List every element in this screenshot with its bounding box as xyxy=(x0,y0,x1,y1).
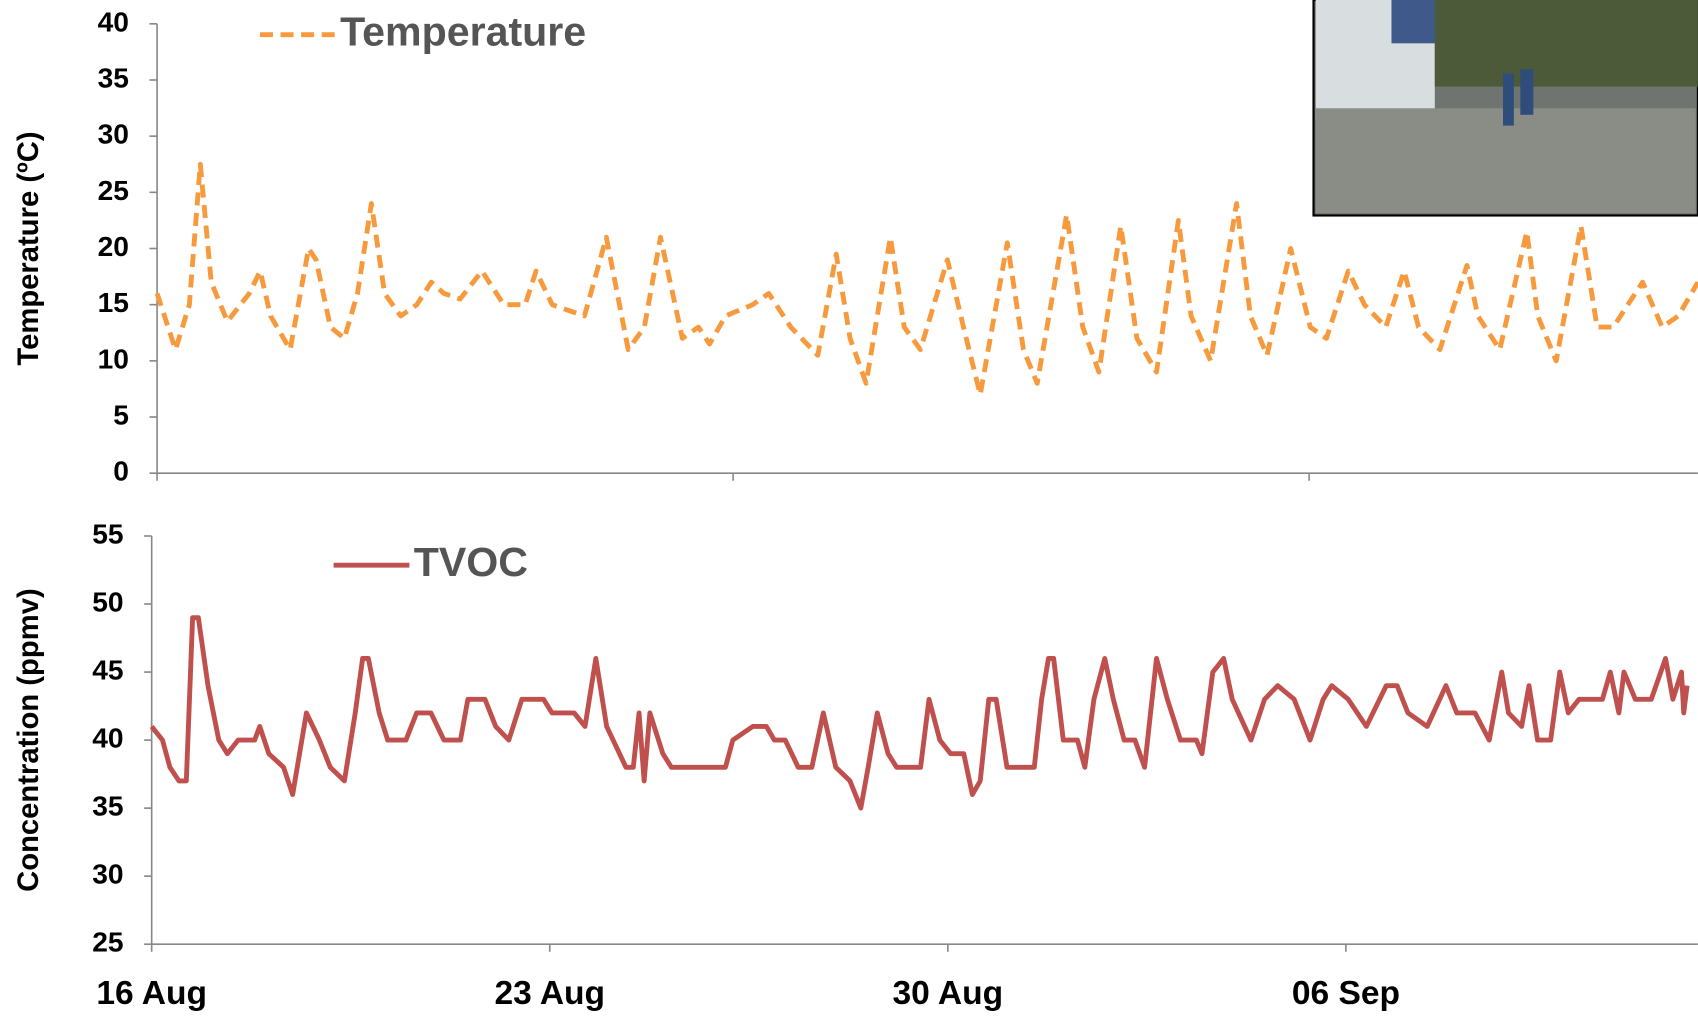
y-tick-label: 25 xyxy=(98,175,129,206)
y-tick-label: 40 xyxy=(98,6,129,37)
y-tick-label: 25 xyxy=(92,927,123,958)
y-tick-label: 40 xyxy=(92,723,123,754)
y-tick-label: 55 xyxy=(92,518,123,549)
y-tick-label: 30 xyxy=(98,119,129,150)
data-line xyxy=(152,618,1687,808)
photo-inset xyxy=(1314,0,1698,215)
y-tick-label: 35 xyxy=(92,791,123,822)
y-axis-label: Temperature (ºC) xyxy=(13,131,45,365)
x-tick-label: 16 Aug xyxy=(96,975,207,1012)
y-tick-label: 5 xyxy=(113,399,129,430)
y-tick-label: 30 xyxy=(92,859,123,890)
y-tick-label: 10 xyxy=(98,343,129,374)
x-tick-label: 23 Aug xyxy=(494,975,605,1012)
legend-label: TVOC xyxy=(414,539,528,585)
legend-label: Temperature xyxy=(340,9,586,55)
chart: 0 5 10 15 20 25 30 35 40 Temperature (ºC) Temperat… xyxy=(0,0,1698,1020)
x-tick-label: 06 Sep xyxy=(1292,975,1400,1012)
y-tick-label: 45 xyxy=(92,654,123,685)
y-tick-label: 50 xyxy=(92,586,123,617)
y-tick-label: 20 xyxy=(98,231,129,262)
y-tick-label: 35 xyxy=(98,62,129,93)
y-axis-label: Concentration (ppmv) xyxy=(13,588,45,892)
y-tick-label: 15 xyxy=(98,287,129,318)
y-tick-label: 0 xyxy=(113,456,129,487)
x-tick-label: 30 Aug xyxy=(893,975,1004,1012)
